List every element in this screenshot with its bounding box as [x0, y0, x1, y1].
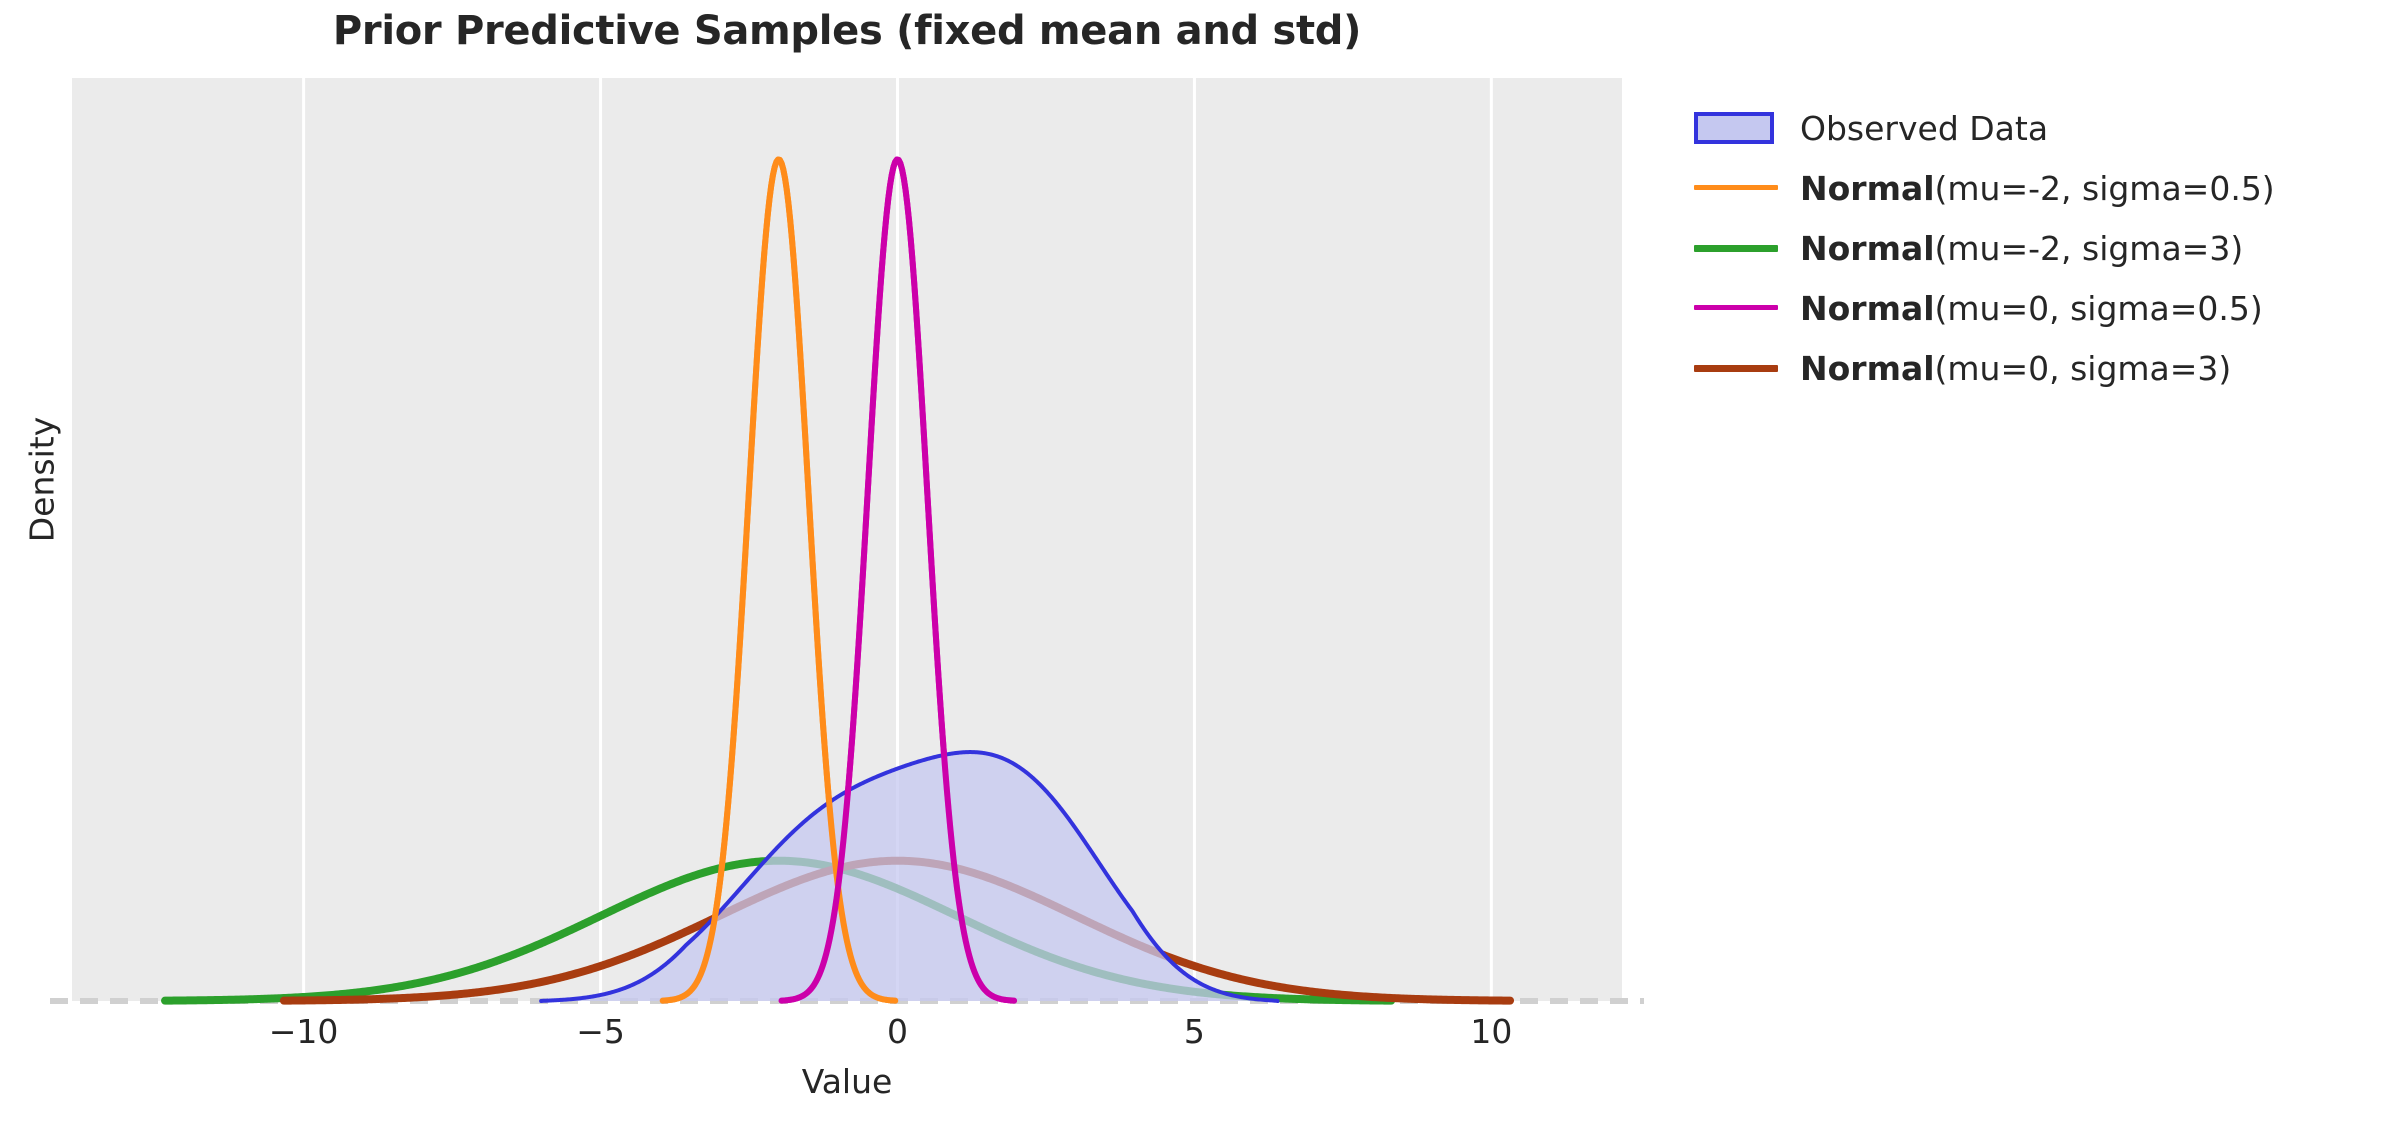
- legend-label: Normal(mu=0, sigma=3): [1800, 349, 2231, 388]
- curve-top-normal_mu-2_sigma0.5: [659, 156, 899, 1004]
- x-tick-label-2: 0: [886, 1012, 908, 1051]
- legend-label: Observed Data: [1800, 108, 2049, 148]
- legend-patch-icon: [1694, 112, 1774, 144]
- legend-label-params: (mu=-2, sigma=3): [1934, 228, 2244, 268]
- x-tick-label-0: −10: [268, 1012, 339, 1051]
- legend-label-bold: Normal: [1800, 228, 1935, 268]
- legend-label-params: (mu=0, sigma=3): [1934, 348, 2232, 388]
- chart-legend: Observed Data Normal(mu=-2, sigma=0.5) Nor…: [1690, 98, 2275, 398]
- legend-label: Normal(mu=-2, sigma=0.5): [1800, 169, 2275, 208]
- y-axis-label: Density: [22, 416, 62, 543]
- legend-label-bold: Normal: [1800, 168, 1935, 208]
- legend-key-line: [1690, 228, 1782, 268]
- legend-key-line: [1690, 168, 1782, 208]
- legend-key-patch: [1690, 108, 1782, 148]
- legend-label-bold: Normal: [1800, 288, 1935, 328]
- curve-top-normal_mu0_sigma0.5: [778, 156, 1018, 1004]
- observed-data-outline: [539, 750, 1280, 1003]
- legend-label-params: (mu=0, sigma=0.5): [1934, 288, 2263, 328]
- observed-data-fill: [541, 752, 1278, 1001]
- legend-line-icon: [1694, 305, 1778, 310]
- x-axis-label: Value: [801, 1062, 893, 1101]
- legend-label-params: (mu=-2, sigma=0.5): [1934, 168, 2275, 208]
- x-tick-label-3: 5: [1183, 1012, 1205, 1051]
- legend-row-4[interactable]: Normal(mu=0, sigma=3): [1690, 338, 2275, 398]
- x-tick-label-4: 10: [1470, 1012, 1513, 1051]
- legend-line-icon: [1694, 245, 1778, 252]
- legend-label: Normal(mu=0, sigma=0.5): [1800, 289, 2263, 328]
- chart-title: Prior Predictive Samples (fixed mean and…: [332, 8, 1362, 54]
- legend-row-3[interactable]: Normal(mu=0, sigma=0.5): [1690, 278, 2275, 338]
- legend-row-0[interactable]: Observed Data: [1690, 98, 2275, 158]
- legend-row-2[interactable]: Normal(mu=-2, sigma=3): [1690, 218, 2275, 278]
- x-tick-label-1: −5: [576, 1012, 625, 1051]
- legend-label: Normal(mu=-2, sigma=3): [1800, 229, 2243, 268]
- legend-line-icon: [1694, 185, 1778, 190]
- legend-label-bold: Normal: [1800, 348, 1935, 388]
- legend-row-1[interactable]: Normal(mu=-2, sigma=0.5): [1690, 158, 2275, 218]
- legend-key-line: [1690, 348, 1782, 388]
- legend-line-icon: [1694, 365, 1778, 372]
- legend-key-line: [1690, 288, 1782, 328]
